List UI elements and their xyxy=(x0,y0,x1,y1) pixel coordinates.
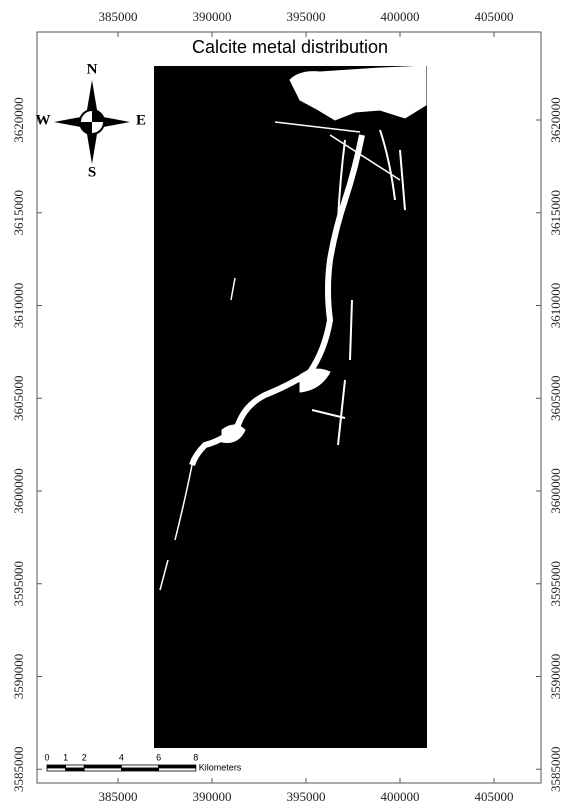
scale-segment xyxy=(121,765,158,768)
y-coord-label: 3595000 xyxy=(548,561,563,607)
scale-segment xyxy=(47,768,66,771)
scale-segment xyxy=(84,765,121,768)
scale-label: 8 xyxy=(193,752,198,762)
y-coord-label: 3585000 xyxy=(11,747,26,793)
raster xyxy=(154,66,427,748)
x-coord-label: 390000 xyxy=(193,789,232,804)
map-title: Calcite metal distribution xyxy=(192,37,388,57)
y-coord-label: 3590000 xyxy=(11,654,26,700)
compass-north: N xyxy=(87,61,98,77)
map-page: Calcite metal distribution N S E W 01246… xyxy=(0,0,571,808)
y-coord-label: 3615000 xyxy=(548,190,563,236)
x-coord-label: 400000 xyxy=(381,9,420,24)
x-coord-label: 400000 xyxy=(381,789,420,804)
scale-label: 1 xyxy=(63,752,68,762)
scale-label: 4 xyxy=(119,752,124,762)
y-coord-label: 3620000 xyxy=(548,97,563,143)
scale-label: 2 xyxy=(82,752,87,762)
x-coord-label: 395000 xyxy=(287,789,326,804)
x-coord-label: 395000 xyxy=(287,9,326,24)
y-coord-label: 3610000 xyxy=(11,283,26,329)
scale-segment xyxy=(47,765,66,768)
x-coord-label: 405000 xyxy=(475,789,514,804)
scale-unit: Kilometers xyxy=(199,762,242,772)
scale-segment xyxy=(159,765,196,768)
y-coord-label: 3595000 xyxy=(11,561,26,607)
scale-label: 0 xyxy=(44,752,49,762)
y-coord-label: 3590000 xyxy=(548,654,563,700)
scale-segment xyxy=(121,768,158,771)
y-coord-label: 3605000 xyxy=(548,376,563,422)
x-coord-label: 385000 xyxy=(99,789,138,804)
scale-segment xyxy=(159,768,196,771)
x-coord-label: 385000 xyxy=(99,9,138,24)
y-coord-label: 3620000 xyxy=(11,97,26,143)
y-coord-label: 3610000 xyxy=(548,283,563,329)
x-coord-label: 390000 xyxy=(193,9,232,24)
compass-east: E xyxy=(136,112,146,128)
y-coord-label: 3600000 xyxy=(548,468,563,514)
scale-label: 6 xyxy=(156,752,161,762)
scale-segment xyxy=(66,765,85,768)
y-coord-label: 3600000 xyxy=(11,468,26,514)
scale-segment xyxy=(84,768,121,771)
y-coord-label: 3615000 xyxy=(11,190,26,236)
x-coord-label: 405000 xyxy=(475,9,514,24)
y-coord-label: 3605000 xyxy=(11,376,26,422)
compass-south: S xyxy=(88,164,96,180)
scale-segment xyxy=(66,768,85,771)
y-coord-label: 3585000 xyxy=(548,747,563,793)
